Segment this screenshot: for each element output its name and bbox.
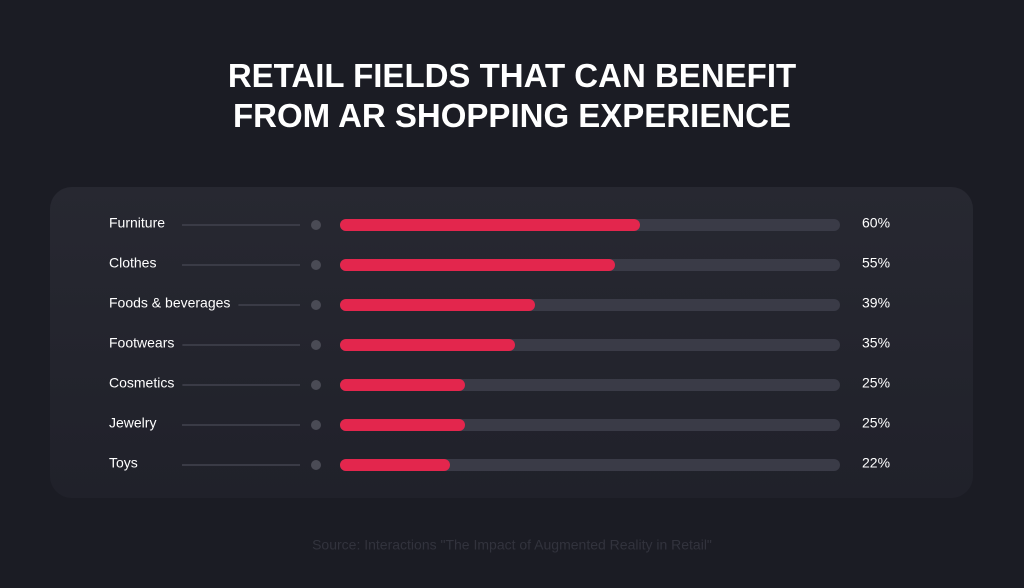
source: Source: Interactions "The Impact of Augm… (312, 537, 712, 553)
category-label: Toys (109, 455, 138, 471)
bar (340, 219, 640, 231)
bar (340, 419, 465, 431)
category-label: Clothes (109, 255, 156, 271)
bar (340, 339, 515, 351)
category-label: Footwears (109, 335, 174, 351)
value-label: 25% (862, 375, 890, 391)
dot (311, 340, 321, 350)
category-label: Foods & beverages (109, 295, 230, 311)
bar-track (340, 379, 840, 391)
value-label: 35% (862, 335, 890, 351)
value-label: 55% (862, 255, 890, 271)
dot (311, 420, 321, 430)
value-label: 39% (862, 295, 890, 311)
bar (340, 299, 535, 311)
dot (311, 220, 321, 230)
bar (340, 459, 450, 471)
dot (311, 460, 321, 470)
value-label: 25% (862, 415, 890, 431)
bar (340, 379, 465, 391)
value-label: 22% (862, 455, 890, 471)
category-label: Jewelry (109, 415, 156, 431)
category-label: Cosmetics (109, 375, 174, 391)
dot (311, 260, 321, 270)
bar-track (340, 459, 840, 471)
bar-track (340, 419, 840, 431)
value-label: 60% (862, 215, 890, 231)
bar (340, 259, 615, 271)
chart-title: RETAIL FIELDS THAT CAN BENEFIT FROM AR S… (227, 57, 797, 134)
dot (311, 380, 321, 390)
dot (311, 300, 321, 310)
category-label: Furniture (109, 215, 165, 231)
